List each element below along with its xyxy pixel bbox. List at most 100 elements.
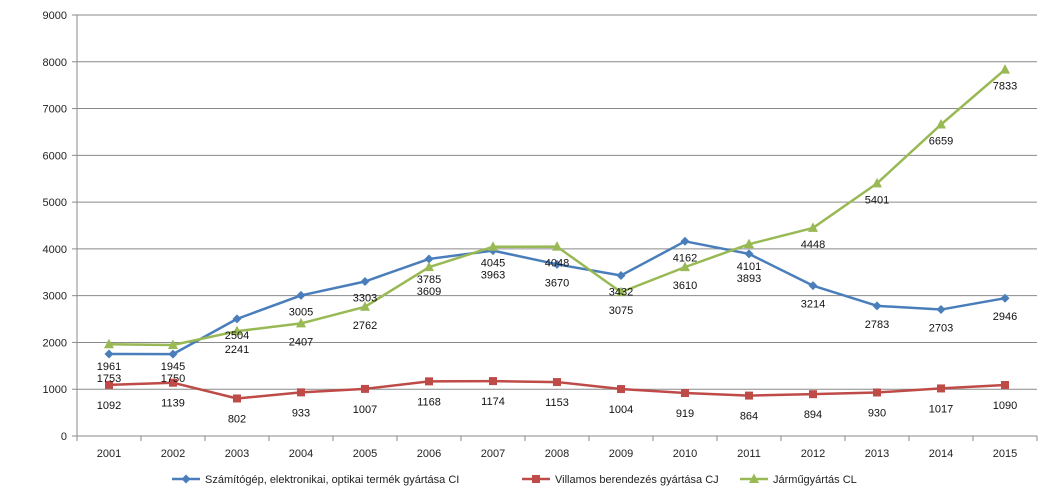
data-point-triangle	[936, 119, 946, 129]
y-tick-label: 5000	[43, 197, 67, 209]
y-tick-label: 0	[61, 431, 67, 443]
data-point-triangle	[616, 286, 626, 297]
data-label: 1007	[353, 404, 377, 416]
data-point-square	[809, 390, 817, 399]
legend-marker-diamond	[181, 474, 191, 484]
data-label: 3005	[289, 306, 313, 318]
data-label: 1092	[97, 400, 121, 412]
gridlines	[77, 14, 1037, 390]
data-point-triangle	[808, 222, 818, 232]
data-label: 894	[804, 409, 822, 421]
data-point-triangle	[1000, 64, 1010, 74]
data-label: 864	[740, 411, 758, 423]
data-point-diamond	[104, 349, 114, 359]
series-markers	[104, 64, 1010, 403]
data-point-triangle	[104, 338, 114, 349]
x-tick-label: 2011	[737, 448, 761, 460]
y-tick-labels: 0 1000 2000 3000 4000 5000 6000 7000 8000 9000	[43, 10, 67, 443]
data-point-triangle	[872, 177, 882, 188]
data-point-square	[105, 380, 113, 389]
data-label: 1153	[545, 397, 569, 409]
x-tick-label: 2003	[225, 448, 249, 460]
y-tick-label: 6000	[43, 150, 67, 162]
data-point-triangle	[488, 241, 498, 251]
data-label: 4162	[673, 252, 697, 264]
data-label: 3432	[609, 286, 633, 298]
data-label: 4048	[545, 258, 569, 270]
data-label: 1174	[481, 396, 505, 408]
data-label: 1090	[993, 400, 1017, 412]
y-tick-label: 8000	[43, 57, 67, 69]
data-point-diamond	[1000, 293, 1010, 303]
data-label: 2241	[225, 344, 249, 356]
data-point-square	[553, 378, 561, 387]
data-point-diamond	[616, 270, 626, 280]
data-label: 933	[292, 407, 310, 419]
data-label: 5401	[865, 194, 889, 206]
legend-marker-triangle	[749, 473, 759, 483]
data-point-triangle	[296, 317, 306, 328]
x-tick-label: 2009	[609, 448, 633, 460]
data-label: 3670	[545, 277, 569, 289]
x-tick-label: 2013	[865, 448, 889, 460]
x-tick-label: 2012	[801, 448, 825, 460]
data-point-square	[233, 394, 241, 403]
data-label: 1945	[161, 361, 185, 373]
legend-label: Számítógép, elektronikai, optikai termék…	[205, 474, 459, 486]
data-point-diamond	[168, 349, 178, 359]
data-label: 1168	[417, 396, 441, 408]
y-tick-label: 3000	[43, 291, 67, 303]
data-label: 1139	[161, 398, 185, 410]
x-tick-label: 2014	[929, 448, 953, 460]
data-label: 1961	[97, 361, 121, 373]
x-tick-label: 2006	[417, 448, 441, 460]
y-tick-label: 4000	[43, 244, 67, 256]
data-label: 2946	[993, 311, 1017, 323]
data-point-square	[1001, 381, 1009, 390]
legend-marker-square	[532, 475, 540, 483]
data-point-triangle	[168, 339, 178, 350]
x-tick-labels: 2001 2002 2003 2004 2005 2006 2007 2008 2009 2010…	[97, 448, 1017, 460]
x-tick-label: 2001	[97, 448, 121, 460]
data-point-square	[489, 377, 497, 386]
axes	[72, 14, 1038, 441]
x-tick-label: 2015	[993, 448, 1017, 460]
data-label: 2703	[929, 323, 953, 335]
y-tick-label: 9000	[43, 10, 67, 22]
data-point-diamond	[296, 290, 306, 300]
data-point-square	[681, 389, 689, 398]
x-tick-label: 2004	[289, 448, 313, 460]
data-point-triangle	[680, 261, 690, 272]
data-label: 3893	[737, 273, 761, 285]
x-tick-label: 2002	[161, 448, 185, 460]
data-point-square	[361, 384, 369, 393]
data-point-square	[937, 384, 945, 393]
data-point-square	[745, 391, 753, 400]
y-tick-label: 2000	[43, 337, 67, 349]
x-tick-label: 2007	[481, 448, 505, 460]
data-point-triangle	[424, 261, 434, 272]
data-label: 2504	[225, 330, 249, 342]
data-point-square	[873, 388, 881, 397]
x-tick-label: 2008	[545, 448, 569, 460]
data-label: 1750	[161, 373, 185, 385]
legend-label: Villamos berendezés gyártása CJ	[555, 474, 719, 486]
y-tick-label: 1000	[43, 384, 67, 396]
data-label: 919	[676, 408, 694, 420]
data-point-square	[169, 378, 177, 387]
data-label: 3610	[673, 280, 697, 292]
data-point-diamond	[360, 276, 370, 286]
data-label: 4448	[801, 239, 825, 251]
data-point-diamond	[936, 305, 946, 315]
data-point-diamond	[680, 236, 690, 246]
data-label: 6659	[929, 136, 953, 148]
data-label: 2762	[353, 320, 377, 332]
data-label: 930	[868, 407, 886, 419]
data-point-diamond	[424, 254, 434, 264]
data-point-square	[617, 385, 625, 394]
data-label: 4101	[737, 261, 761, 273]
data-point-diamond	[552, 259, 562, 269]
data-label: 1017	[929, 403, 953, 415]
